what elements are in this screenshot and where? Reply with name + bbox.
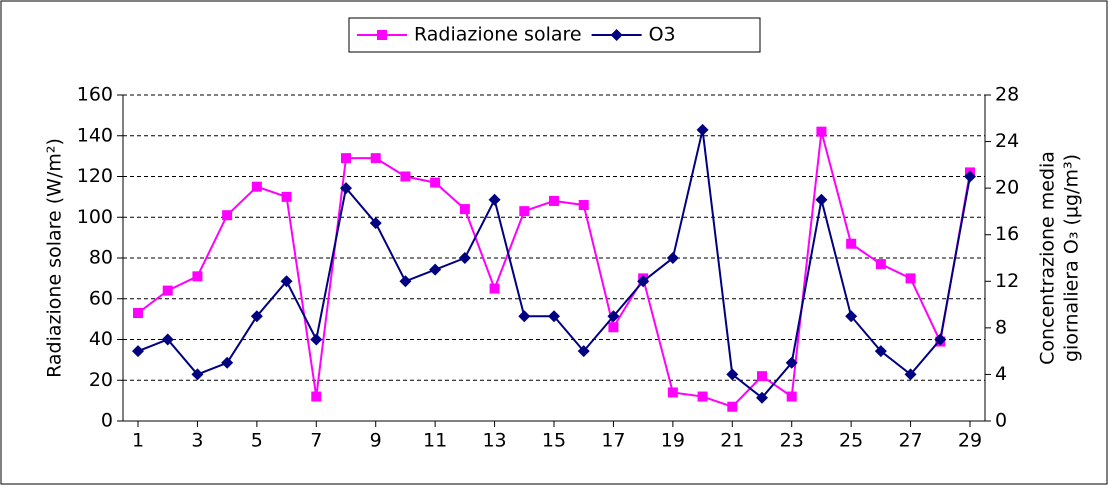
- marker: [377, 30, 387, 40]
- marker: [281, 191, 292, 202]
- y-axis-label: Radiazione solare (W/m²): [44, 138, 66, 378]
- marker: [133, 308, 143, 319]
- marker: [964, 170, 976, 183]
- x-tick-label: 25: [839, 430, 863, 452]
- marker: [607, 310, 620, 323]
- y-tick-label: 40: [89, 328, 113, 350]
- marker: [726, 368, 739, 381]
- marker: [162, 285, 173, 296]
- marker: [430, 177, 441, 188]
- legend-label: O3: [649, 24, 676, 46]
- x-tick-label: 19: [661, 430, 685, 452]
- marker: [904, 368, 917, 381]
- y2-tick-label: 12: [995, 270, 1019, 292]
- x-tick-label: 15: [542, 430, 566, 452]
- legend-label: Radiazione solare: [414, 24, 582, 46]
- y2-tick-label: 0: [995, 410, 1007, 432]
- x-tick-label: 27: [898, 430, 922, 452]
- y2-axis-label: giornaliera O₃ (µg/m³): [1061, 154, 1083, 362]
- marker: [846, 238, 857, 249]
- marker: [341, 153, 351, 164]
- marker: [370, 153, 381, 164]
- marker: [786, 391, 797, 402]
- y-tick-label: 160: [77, 84, 113, 106]
- marker: [697, 391, 708, 402]
- marker: [637, 275, 650, 288]
- y-tick-label: 60: [89, 287, 113, 309]
- marker: [577, 345, 590, 358]
- marker: [459, 204, 470, 215]
- y-tick-label: 80: [89, 247, 113, 269]
- marker: [666, 252, 679, 264]
- marker: [251, 181, 262, 192]
- marker: [519, 206, 530, 217]
- marker: [488, 193, 501, 206]
- marker: [785, 356, 798, 369]
- marker: [222, 210, 233, 221]
- x-tick-label: 1: [132, 430, 144, 452]
- marker: [340, 182, 352, 195]
- legend-box: [348, 17, 761, 53]
- x-tick-label: 13: [482, 430, 506, 452]
- y-tick-label: 140: [77, 124, 113, 146]
- marker: [221, 356, 234, 369]
- marker: [756, 391, 768, 404]
- marker: [610, 29, 623, 41]
- marker: [934, 333, 947, 346]
- marker: [429, 263, 442, 276]
- y2-tick-label: 16: [995, 223, 1019, 245]
- y2-tick-label: 28: [995, 84, 1019, 106]
- marker: [549, 195, 559, 206]
- marker: [369, 217, 382, 230]
- x-tick-label: 29: [958, 430, 982, 452]
- marker: [191, 368, 204, 381]
- y2-tick-label: 24: [995, 130, 1019, 152]
- y-tick-label: 100: [77, 206, 113, 228]
- marker: [399, 275, 412, 288]
- y-tick-label: 0: [101, 410, 113, 432]
- x-tick-label: 7: [310, 430, 322, 452]
- marker: [727, 401, 738, 412]
- marker: [696, 123, 709, 136]
- marker: [815, 193, 828, 206]
- x-tick-label: 11: [423, 430, 447, 452]
- y-tick-label: 120: [77, 165, 113, 187]
- marker: [161, 333, 174, 346]
- marker: [311, 391, 322, 402]
- marker: [608, 322, 619, 333]
- marker: [548, 310, 560, 323]
- marker: [280, 275, 293, 288]
- x-tick-label: 23: [780, 430, 804, 452]
- marker: [400, 171, 411, 182]
- x-tick-label: 5: [251, 430, 263, 452]
- marker: [489, 283, 500, 294]
- x-tick-label: 3: [191, 430, 203, 452]
- marker: [816, 126, 827, 137]
- marker: [310, 333, 323, 346]
- marker: [667, 387, 678, 398]
- marker: [875, 259, 886, 270]
- y-tick-label: 20: [89, 369, 113, 391]
- marker: [845, 310, 858, 323]
- marker: [905, 273, 916, 284]
- marker: [132, 345, 144, 358]
- x-tick-label: 21: [720, 430, 744, 452]
- x-tick-label: 17: [601, 430, 625, 452]
- x-tick-label: 9: [370, 430, 382, 452]
- marker: [874, 345, 887, 358]
- marker: [250, 310, 263, 323]
- y2-tick-label: 4: [995, 363, 1007, 385]
- y2-axis-label: Concentrazione media: [1037, 151, 1059, 365]
- marker: [518, 310, 531, 323]
- marker: [578, 200, 589, 211]
- marker: [458, 252, 471, 264]
- marker: [192, 271, 203, 282]
- marker: [757, 371, 767, 382]
- y2-tick-label: 20: [995, 177, 1019, 199]
- y2-tick-label: 8: [995, 316, 1007, 338]
